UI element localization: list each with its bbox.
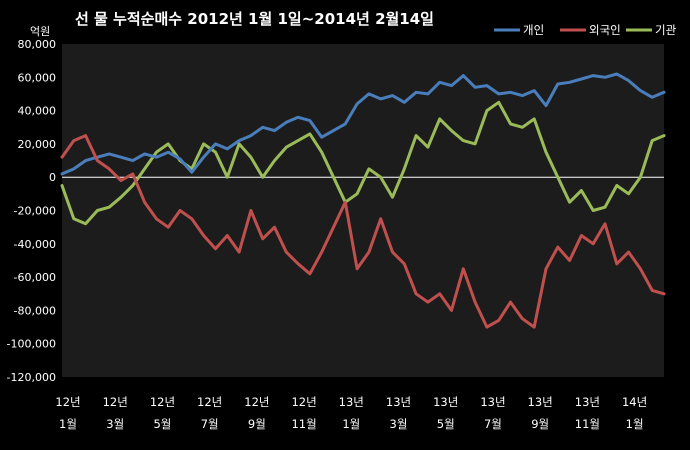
series-line-3 (60, 100, 666, 226)
series-group (60, 72, 666, 329)
x-tick-month: 5월 (153, 417, 171, 431)
x-tick-month: 11월 (291, 417, 316, 431)
x-tick-month: 9월 (531, 417, 549, 431)
y-tick-label: -60,000 (14, 271, 56, 284)
y-tick-label: -80,000 (14, 304, 56, 317)
x-tick-year: 13년 (339, 395, 364, 409)
y-tick-label: -20,000 (14, 205, 56, 218)
y-tick-label: -120,000 (7, 371, 56, 384)
x-tick-month: 7월 (484, 417, 502, 431)
y-tick-label: 20,000 (18, 138, 57, 151)
x-tick-year: 14년 (622, 395, 647, 409)
chart-title: 선 물 누적순매수 2012년 1월 1일~2014년 2월14일 (75, 10, 434, 28)
series-line-1 (60, 72, 666, 176)
y-tick-label: 40,000 (18, 105, 57, 118)
y-tick-label: 60,000 (18, 71, 57, 84)
x-tick-year: 12년 (244, 395, 269, 409)
x-tick-month: 5월 (437, 417, 455, 431)
x-tick-year: 13년 (386, 395, 411, 409)
y-axis: 80,000 60,000 40,000 20,000 0 -20,000 -40,000 -… (7, 38, 56, 384)
y-tick-label: 0 (49, 171, 56, 184)
x-tick-month: 9월 (248, 417, 266, 431)
x-tick-year: 13년 (480, 395, 505, 409)
x-tick-year: 13년 (433, 395, 458, 409)
legend-label: 기관 (655, 23, 677, 37)
x-tick-year: 12년 (197, 395, 222, 409)
legend: 개인 외국인 기관 (494, 23, 677, 37)
y-tick-label: 80,000 (18, 38, 57, 51)
x-tick-year: 12년 (103, 395, 128, 409)
x-axis: 12년 1월 12년 3월 12년 5월 12년 7월 12년 9월 12년 11월 13년 1월 13년 3… (55, 395, 647, 431)
x-tick-year: 13년 (575, 395, 600, 409)
series-line-2 (60, 134, 666, 329)
x-tick-year: 12년 (291, 395, 316, 409)
legend-label: 외국인 (589, 23, 621, 37)
legend-label: 개인 (523, 23, 544, 37)
x-tick-month: 11월 (575, 417, 600, 431)
x-tick-month: 1월 (626, 417, 644, 431)
y-tick-label: -100,000 (7, 338, 56, 351)
x-tick-year: 12년 (55, 395, 80, 409)
x-tick-year: 12년 (150, 395, 175, 409)
x-tick-month: 7월 (201, 417, 219, 431)
x-tick-month: 1월 (59, 417, 77, 431)
x-tick-month: 3월 (106, 417, 124, 431)
x-tick-month: 1월 (342, 417, 360, 431)
unit-label: 억원 (30, 25, 50, 38)
x-tick-year: 13년 (528, 395, 553, 409)
y-tick-label: -40,000 (14, 238, 56, 251)
x-tick-month: 3월 (390, 417, 408, 431)
